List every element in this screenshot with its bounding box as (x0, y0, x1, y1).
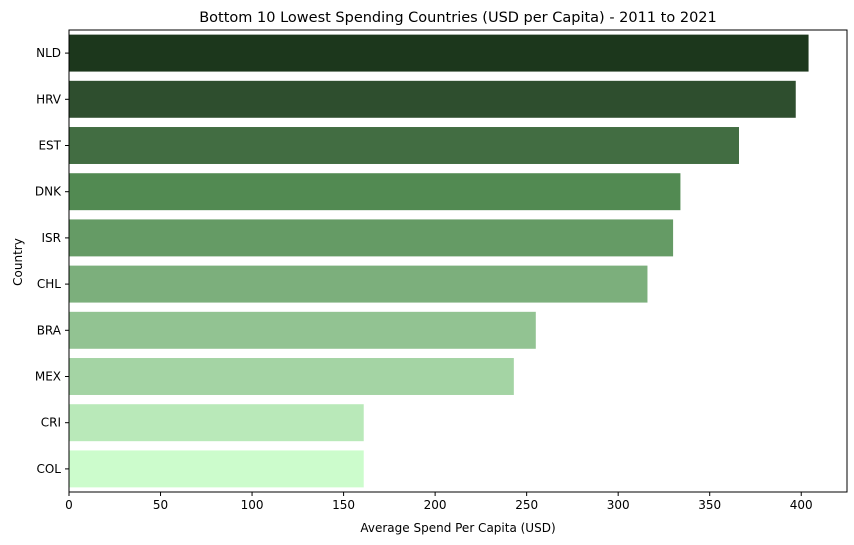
y-axis-ticks: NLD HRV EST DNK ISR CHL BRA MEX CRI COL (35, 46, 69, 476)
y-tick-label: NLD (36, 46, 61, 60)
x-tick-label: 250 (515, 498, 538, 512)
y-axis-label: Country (11, 238, 25, 286)
bar-est (69, 127, 739, 164)
y-tick-label: CHL (37, 277, 61, 291)
y-tick-label: COL (36, 462, 61, 476)
x-tick-label: 200 (424, 498, 447, 512)
chart-title: Bottom 10 Lowest Spending Countries (USD… (199, 10, 717, 26)
bar-isr (69, 219, 674, 257)
x-tick-label: 50 (153, 498, 168, 512)
bars-group (69, 34, 809, 488)
bar-hrv (69, 80, 796, 118)
bar-dnk (69, 173, 681, 211)
x-tick-label: 100 (241, 498, 264, 512)
y-tick-label: CRI (41, 416, 61, 430)
x-tick-label: 300 (607, 498, 630, 512)
x-tick-label: 350 (698, 498, 721, 512)
x-tick-label: 400 (790, 498, 813, 512)
bar-col (69, 450, 364, 488)
plot-frame (68, 29, 848, 493)
y-tick-label: DNK (35, 185, 62, 199)
y-tick-label: MEX (35, 370, 61, 384)
x-tick-label: 0 (65, 498, 73, 512)
bar-cri (69, 404, 364, 442)
y-tick-label: HRV (36, 92, 62, 106)
bar-mex (69, 358, 514, 395)
bar-bra (69, 311, 536, 349)
y-tick-label: EST (38, 139, 61, 153)
x-axis-label: Average Spend Per Capita (USD) (360, 521, 555, 535)
y-tick-label: ISR (42, 231, 62, 245)
bar-nld (69, 34, 809, 72)
x-tick-label: 150 (332, 498, 355, 512)
x-axis-ticks: 0 50 100 150 200 250 300 350 400 (65, 492, 813, 512)
y-tick-label: BRA (37, 323, 62, 337)
bar-chl (69, 265, 648, 303)
